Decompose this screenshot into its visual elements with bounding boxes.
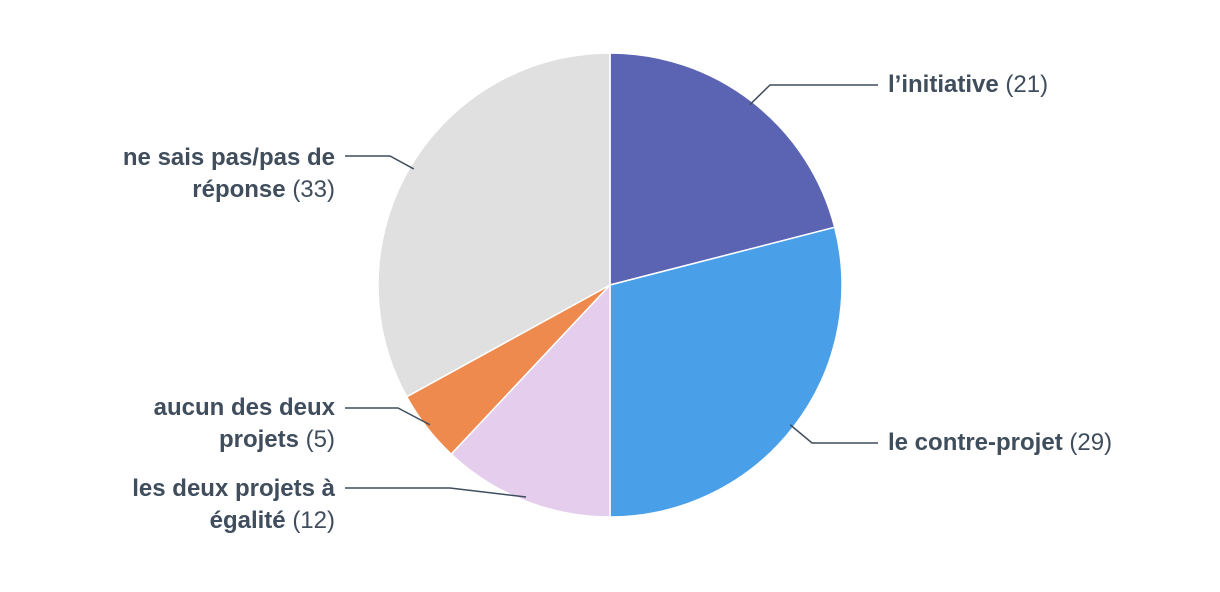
value-label: (29) <box>1069 429 1113 456</box>
value-label: (33) <box>292 176 335 203</box>
slice-label: ne sais pas/pas de réponse (33) <box>75 142 335 206</box>
category-name: le contre-projet <box>888 429 1063 456</box>
leader-line <box>345 407 431 426</box>
slice-label: aucun des deux projets (5) <box>75 392 335 456</box>
category-name: aucun des deux projets <box>153 394 335 453</box>
leader-line <box>749 84 878 106</box>
category-name: les deux projets à égalité <box>132 475 335 534</box>
slice-label: l’initiative (21) <box>888 69 1048 101</box>
slice-label: les deux projets à égalité (12) <box>75 473 335 537</box>
leader-line <box>789 424 878 444</box>
category-name: ne sais pas/pas de réponse <box>122 144 335 203</box>
slice-label: le contre-projet (29) <box>888 427 1112 459</box>
leader-line <box>345 487 527 498</box>
pie-slice <box>450 283 611 518</box>
value-label: (12) <box>292 507 335 534</box>
leader-line <box>345 155 415 170</box>
value-label: (21) <box>1005 71 1049 98</box>
category-name: l’initiative <box>888 71 999 98</box>
value-label: (5) <box>305 426 335 453</box>
